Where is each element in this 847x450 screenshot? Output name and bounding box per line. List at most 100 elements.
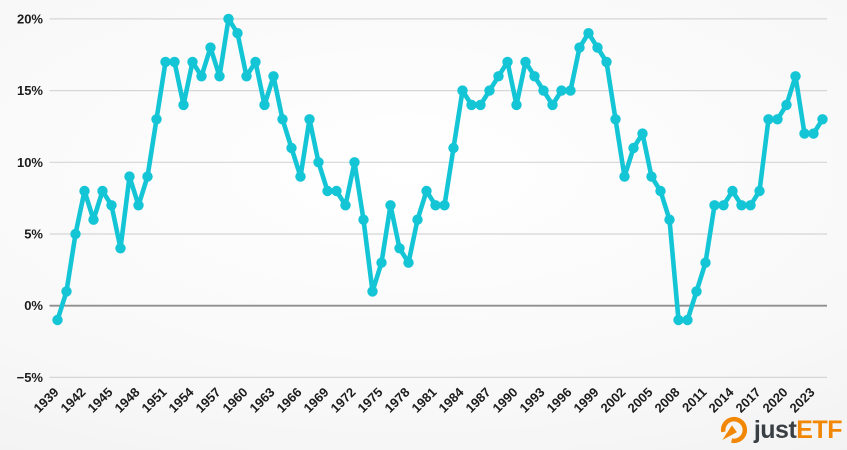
data-point-1946[interactable]	[115, 243, 126, 254]
data-point-1999[interactable]	[592, 42, 603, 53]
data-point-1957[interactable]	[214, 71, 225, 82]
data-point-1967[interactable]	[304, 114, 315, 125]
data-point-2015[interactable]	[736, 200, 747, 211]
data-point-2017[interactable]	[754, 185, 765, 197]
data-point-1966[interactable]	[295, 171, 306, 182]
data-point-1986[interactable]	[475, 99, 486, 111]
data-point-1941[interactable]	[70, 228, 81, 240]
data-point-1991[interactable]	[520, 56, 531, 68]
data-point-1939[interactable]	[52, 314, 63, 326]
data-point-1940[interactable]	[61, 286, 72, 297]
data-point-1971[interactable]	[340, 200, 351, 211]
data-point-1996[interactable]	[565, 85, 576, 96]
data-point-1992[interactable]	[529, 71, 540, 82]
data-point-1968[interactable]	[313, 157, 324, 168]
logo-text: justETF	[754, 414, 843, 446]
data-point-1995[interactable]	[556, 85, 567, 96]
data-point-1943[interactable]	[88, 214, 99, 225]
data-point-2024[interactable]	[817, 114, 828, 125]
data-point-1964[interactable]	[277, 114, 288, 125]
justetf-logo[interactable]: justETF	[719, 414, 842, 446]
data-point-2004[interactable]	[637, 128, 648, 139]
data-point-1942[interactable]	[79, 185, 90, 197]
data-point-1960[interactable]	[241, 71, 252, 82]
data-point-1979[interactable]	[412, 214, 423, 225]
data-point-1951[interactable]	[160, 56, 171, 68]
data-point-1963[interactable]	[268, 71, 279, 82]
data-point-1982[interactable]	[439, 200, 450, 211]
data-point-1945[interactable]	[106, 200, 117, 211]
data-point-1965[interactable]	[286, 142, 297, 154]
data-point-1962[interactable]	[259, 99, 270, 111]
data-point-1985[interactable]	[466, 99, 477, 111]
data-point-2011[interactable]	[700, 257, 711, 268]
data-point-2010[interactable]	[691, 286, 702, 297]
data-point-2018[interactable]	[763, 114, 774, 125]
data-point-1987[interactable]	[484, 85, 495, 96]
data-point-2005[interactable]	[646, 171, 657, 182]
data-point-1974[interactable]	[367, 286, 378, 297]
data-point-1993[interactable]	[538, 85, 549, 96]
data-point-1952[interactable]	[169, 56, 180, 68]
x-axis-label: 2014	[706, 384, 738, 416]
data-point-2007[interactable]	[664, 214, 675, 225]
data-point-2019[interactable]	[772, 114, 783, 125]
data-point-1998[interactable]	[583, 28, 594, 39]
data-point-1953[interactable]	[178, 99, 189, 111]
data-point-1981[interactable]	[430, 200, 441, 211]
data-point-1944[interactable]	[97, 185, 108, 197]
data-point-2023[interactable]	[808, 128, 819, 139]
data-point-2000[interactable]	[601, 56, 612, 68]
logo-text-etf: ETF	[796, 416, 842, 444]
data-point-1970[interactable]	[331, 185, 342, 197]
data-point-2020[interactable]	[781, 99, 792, 111]
data-point-1977[interactable]	[394, 243, 405, 254]
y-axis-label: 5%	[24, 227, 43, 242]
data-point-1969[interactable]	[322, 185, 333, 197]
data-point-2014[interactable]	[727, 185, 738, 197]
data-point-1972[interactable]	[349, 157, 360, 168]
data-point-1958[interactable]	[223, 13, 234, 25]
data-point-1950[interactable]	[151, 114, 162, 125]
data-point-2008[interactable]	[673, 314, 684, 326]
data-point-2006[interactable]	[655, 185, 666, 197]
x-axis-label: 1969	[301, 385, 332, 416]
x-axis-label: 1966	[274, 385, 305, 416]
data-point-1984[interactable]	[457, 85, 468, 96]
data-point-2002[interactable]	[619, 171, 630, 182]
data-point-2009[interactable]	[682, 314, 693, 326]
data-point-1948[interactable]	[133, 200, 144, 211]
x-axis-label: 1954	[166, 384, 198, 416]
data-point-2001[interactable]	[610, 114, 621, 125]
data-point-1975[interactable]	[376, 257, 387, 268]
x-axis-label: 2011	[679, 385, 710, 416]
data-point-2022[interactable]	[799, 128, 810, 139]
data-point-1959[interactable]	[232, 28, 243, 39]
x-axis-label: 1957	[193, 385, 224, 416]
data-point-1980[interactable]	[421, 185, 432, 197]
y-axis-label: 0%	[24, 298, 43, 313]
data-point-1947[interactable]	[124, 171, 135, 182]
data-point-1954[interactable]	[187, 56, 198, 68]
data-point-1990[interactable]	[511, 99, 522, 111]
data-point-1955[interactable]	[196, 71, 207, 82]
x-axis-label: 1939	[31, 385, 62, 416]
data-point-1976[interactable]	[385, 200, 396, 211]
data-point-1949[interactable]	[142, 171, 153, 182]
data-point-1997[interactable]	[574, 42, 585, 53]
data-point-1956[interactable]	[205, 42, 216, 53]
data-point-1994[interactable]	[547, 99, 558, 111]
y-axis-label: 15%	[17, 83, 43, 98]
data-point-1988[interactable]	[493, 71, 504, 82]
data-point-1973[interactable]	[358, 214, 369, 225]
data-point-1983[interactable]	[448, 142, 459, 154]
data-point-2016[interactable]	[745, 200, 756, 211]
data-point-1989[interactable]	[502, 56, 513, 68]
data-point-2012[interactable]	[709, 200, 720, 211]
data-point-1961[interactable]	[250, 56, 261, 68]
data-point-2013[interactable]	[718, 200, 729, 211]
data-point-1978[interactable]	[403, 257, 414, 268]
data-point-2003[interactable]	[628, 142, 639, 154]
data-point-2021[interactable]	[790, 71, 801, 82]
